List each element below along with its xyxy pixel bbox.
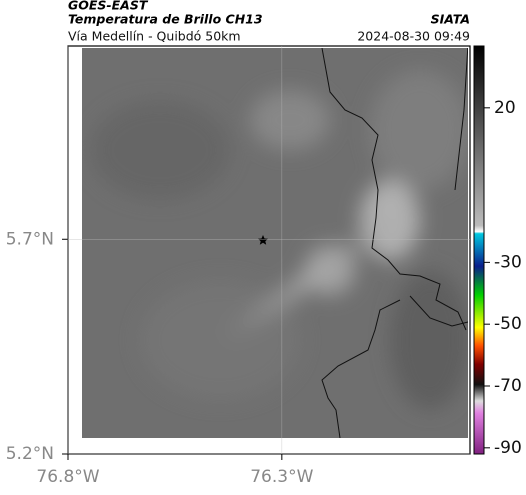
source: GOES-EAST — [68, 0, 149, 13]
lon-tick-label: 76.3°W — [250, 467, 313, 487]
agency: SIATA — [431, 12, 470, 27]
colorbar-tick-label: -90 — [494, 438, 522, 458]
colorbar-tick-label: -70 — [494, 376, 522, 396]
lat-tick-label: 5.7°N — [6, 229, 54, 249]
colorbar-tick-label: -30 — [494, 252, 522, 272]
colorbar-tick-label: 20 — [494, 98, 516, 118]
colorbar — [473, 45, 485, 455]
timestamp: 2024-08-30 09:49 — [357, 29, 470, 44]
product: Temperatura de Brillo CH13 — [68, 12, 263, 27]
satellite-image — [82, 48, 468, 438]
location-marker — [257, 235, 268, 245]
lat-tick-label: 5.2°N — [6, 444, 54, 464]
colorbar-tick-label: -50 — [494, 314, 522, 334]
route: Vía Medellín - Quibdó 50km — [68, 29, 241, 44]
lon-tick-label: 76.8°W — [36, 467, 99, 487]
